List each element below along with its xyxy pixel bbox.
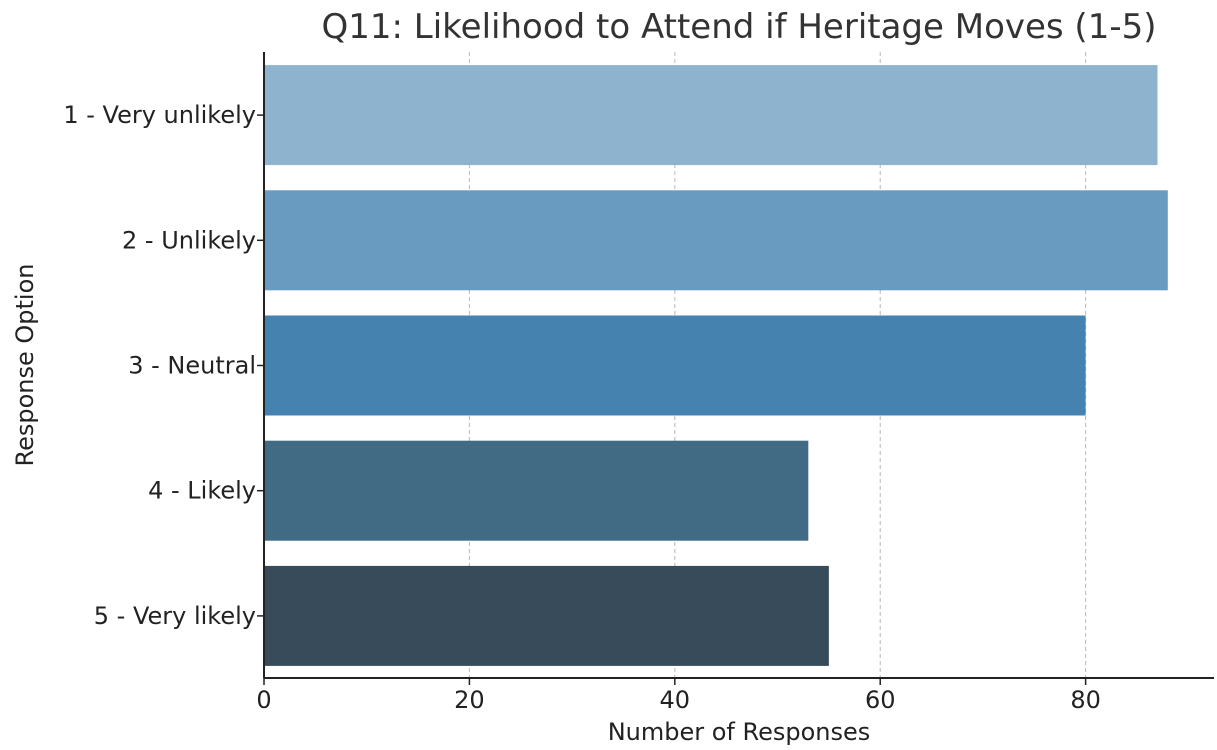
chart-title: Q11: Likelihood to Attend if Heritage Mo…	[322, 7, 1157, 47]
bars	[264, 65, 1168, 666]
bar	[264, 565, 829, 666]
bar	[264, 440, 809, 541]
bar	[264, 315, 1086, 416]
bar	[264, 65, 1158, 166]
x-tick-label: 60	[865, 686, 896, 714]
y-tick-label: 3 - Neutral	[128, 352, 256, 380]
y-tick-label: 4 - Likely	[148, 477, 256, 505]
y-tick-label: 1 - Very unlikely	[63, 101, 256, 129]
bar	[264, 190, 1168, 291]
y-tick-label: 5 - Very likely	[94, 602, 256, 630]
x-axis-ticks: 0 20 40 60 80	[256, 678, 1101, 714]
x-tick-label: 80	[1070, 686, 1101, 714]
y-axis-ticks: 1 - Very unlikely 2 - Unlikely 3 - Neutral…	[63, 101, 264, 630]
x-tick-label: 40	[660, 686, 691, 714]
x-tick-label: 0	[256, 686, 271, 714]
x-axis-label: Number of Responses	[608, 718, 871, 746]
x-tick-label: 20	[454, 686, 485, 714]
y-axis-label: Response Option	[11, 264, 39, 467]
y-tick-label: 2 - Unlikely	[122, 226, 256, 254]
